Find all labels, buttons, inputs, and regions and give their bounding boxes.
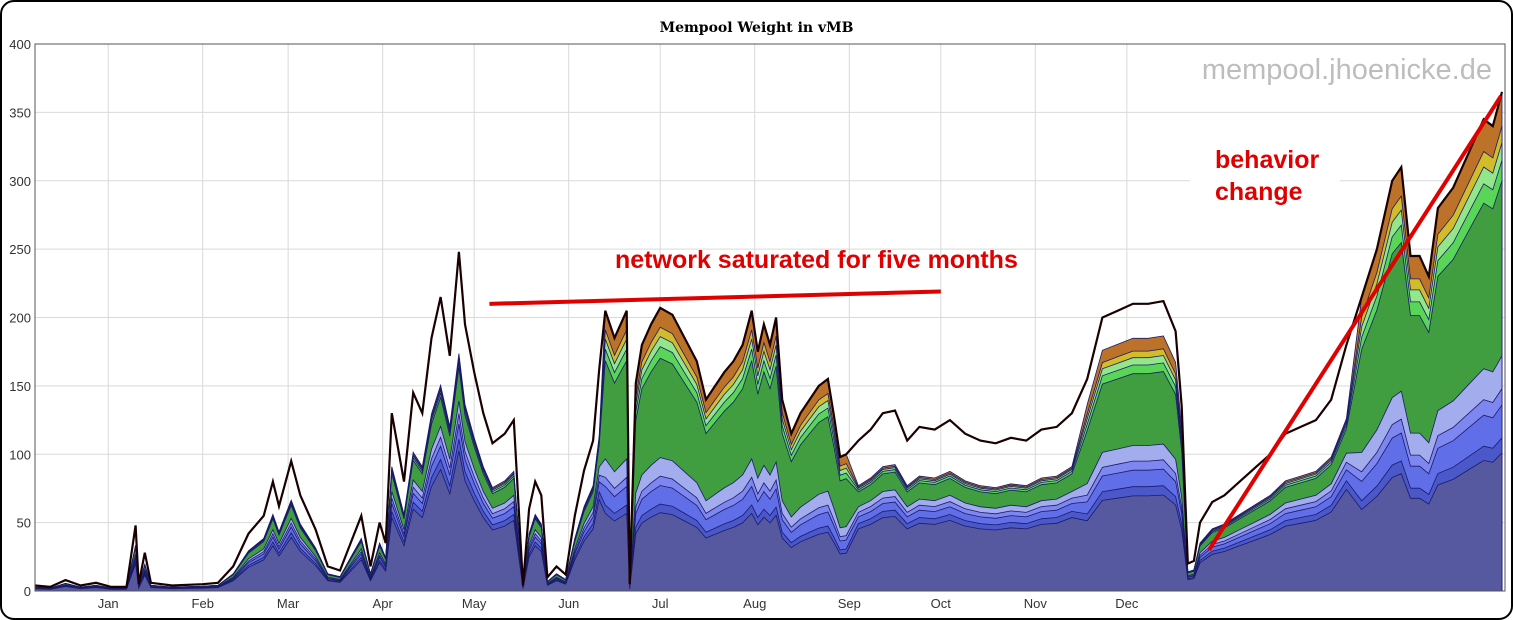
y-tick-label: 50 (17, 516, 31, 531)
annotation-label-saturated: network saturated for five months (615, 246, 1018, 274)
annotation-label-behavior: behavior (1215, 146, 1319, 174)
watermark: mempool.jhoenicke.de (1202, 54, 1492, 86)
y-tick-label: 300 (9, 174, 31, 189)
x-tick-label: Feb (192, 596, 214, 611)
y-tick-label: 100 (9, 447, 31, 462)
x-tick-label: Apr (373, 596, 394, 611)
x-tick-label: Jan (98, 596, 119, 611)
x-tick-label: Nov (1024, 596, 1048, 611)
plot-border (34, 43, 1506, 592)
y-tick-label: 250 (9, 242, 31, 257)
annotation-line-behavior (1207, 94, 1503, 552)
y-tick-label: 150 (9, 379, 31, 394)
annotation-label-change: change (1215, 178, 1303, 206)
annotation-label-bg (1190, 138, 1340, 212)
y-tick-label: 200 (9, 311, 31, 326)
x-tick-label: Mar (277, 596, 300, 611)
chart-title: Mempool Weight in vMB (659, 20, 854, 36)
x-tick-label: Sep (838, 596, 861, 611)
x-tick-label: Dec (1115, 596, 1139, 611)
x-tick-label: Jul (652, 596, 669, 611)
y-tick-label: 0 (24, 584, 31, 599)
y-tick-label: 350 (9, 105, 31, 120)
x-tick-label: May (462, 596, 487, 611)
x-tick-label: Jun (558, 596, 579, 611)
x-tick-label: Aug (743, 596, 766, 611)
x-tick-label: Oct (931, 596, 952, 611)
layer-1-area (34, 450, 1503, 592)
y-tick-label: 400 (9, 37, 31, 52)
annotation-line-saturated (489, 289, 941, 306)
total-line (34, 91, 1504, 589)
